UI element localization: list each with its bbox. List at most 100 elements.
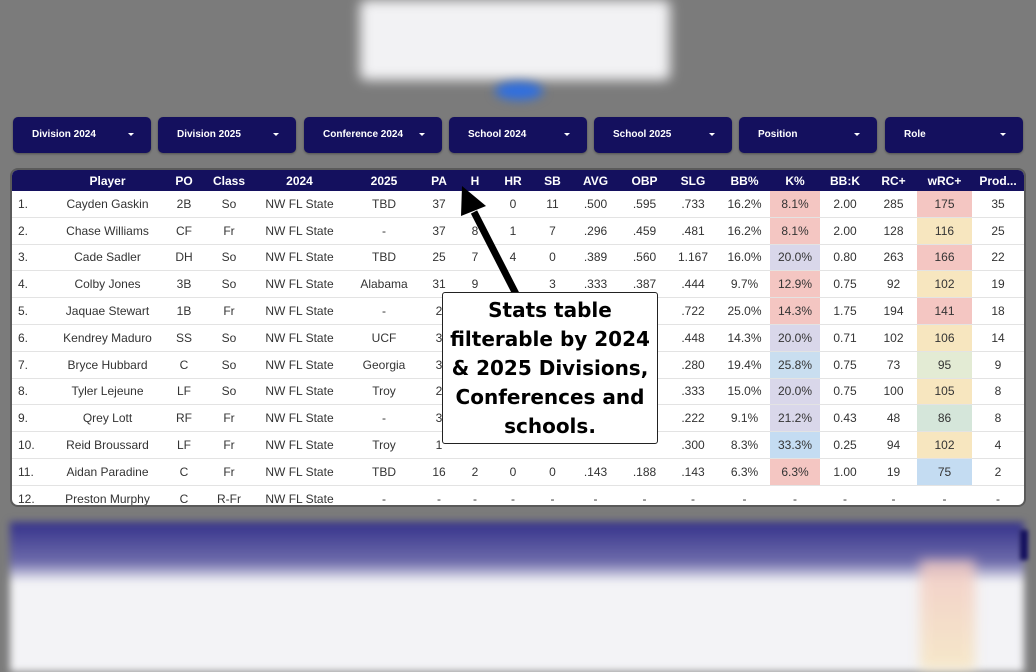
- column-header[interactable]: H: [460, 170, 490, 191]
- filter-position[interactable]: Position: [739, 117, 877, 153]
- table-cell: 102: [917, 431, 972, 459]
- column-header[interactable]: Class: [209, 170, 249, 191]
- table-cell: Cayden Gaskin: [56, 191, 159, 218]
- table-row[interactable]: 3. Cade Sadler DH So NW FL State TBD 25 7 4 0.389…: [12, 244, 1024, 272]
- table-cell: 14.3%: [719, 324, 770, 352]
- table-cell: 3B: [159, 270, 209, 299]
- table-cell: 4: [490, 244, 536, 272]
- table-cell: .296: [569, 217, 622, 245]
- column-header[interactable]: 2025: [350, 170, 418, 191]
- table-cell: 73: [870, 351, 917, 379]
- filter-division-2024[interactable]: Division 2024: [13, 117, 151, 153]
- callout-line: Conferences and: [455, 385, 645, 409]
- table-cell: NW FL State: [249, 378, 350, 406]
- column-header[interactable]: SB: [536, 170, 569, 191]
- table-cell: 6.: [12, 324, 56, 352]
- column-header[interactable]: SLG: [667, 170, 719, 191]
- column-header[interactable]: [12, 170, 56, 191]
- filter-label: Conference 2024: [323, 129, 404, 140]
- filter-conference-2024[interactable]: Conference 2024: [304, 117, 442, 153]
- blurred-header-area: [360, 0, 670, 80]
- table-cell: 2B: [159, 191, 209, 218]
- table-cell: Colby Jones: [56, 270, 159, 299]
- table-cell: CF: [159, 217, 209, 245]
- callout-line: & 2025 Divisions,: [451, 356, 649, 380]
- column-header[interactable]: OBP: [622, 170, 667, 191]
- table-row[interactable]: 9. Qrey Lott RF Fr NW FL State -3.222 9.1% 21.2…: [12, 404, 1024, 433]
- filter-school-2024[interactable]: School 2024: [449, 117, 587, 153]
- table-cell: C: [159, 485, 209, 505]
- table-cell: NW FL State: [249, 191, 350, 218]
- table-cell: 0.71: [820, 324, 870, 352]
- table-cell: Troy: [350, 378, 418, 406]
- table-cell: 16.2%: [719, 217, 770, 245]
- table-cell: 11.: [12, 458, 56, 486]
- table-cell: -: [460, 485, 490, 505]
- filter-label: School 2025: [613, 129, 672, 140]
- table-cell: So: [209, 351, 249, 379]
- table-cell: Qrey Lott: [56, 404, 159, 433]
- table-row[interactable]: 11. Aidan Paradine C Fr NW FL State TBD 16 2 0 0.…: [12, 458, 1024, 486]
- filter-division-2025[interactable]: Division 2025: [158, 117, 296, 153]
- column-header[interactable]: wRC+: [917, 170, 972, 191]
- filter-bar: Division 2024 Division 2025 Conference 2…: [13, 117, 1024, 153]
- table-row[interactable]: 2. Chase Williams CF Fr NW FL State -37 8 1 7.29…: [12, 217, 1024, 245]
- table-cell: 4: [972, 431, 1024, 459]
- table-cell: NW FL State: [249, 351, 350, 379]
- column-header[interactable]: PA: [418, 170, 460, 191]
- table-cell: 2: [460, 458, 490, 486]
- filter-school-2025[interactable]: School 2025: [594, 117, 732, 153]
- column-header[interactable]: RC+: [870, 170, 917, 191]
- table-cell: 102: [917, 270, 972, 299]
- table-cell: Reid Broussard: [56, 431, 159, 459]
- table-cell: 0: [536, 244, 569, 272]
- table-cell: 25.8%: [770, 351, 820, 379]
- column-header[interactable]: BB:K: [820, 170, 870, 191]
- table-cell: 16.0%: [719, 244, 770, 272]
- column-header[interactable]: Prod...: [972, 170, 1024, 191]
- table-cell: Troy: [350, 431, 418, 459]
- column-header[interactable]: AVG: [569, 170, 622, 191]
- table-cell: 19.4%: [719, 351, 770, 379]
- table-cell: -: [536, 485, 569, 505]
- table-cell: 2.00: [820, 217, 870, 245]
- table-cell: -: [820, 485, 870, 505]
- table-cell: SS: [159, 324, 209, 352]
- table-cell: .389: [569, 244, 622, 272]
- table-cell: 1: [490, 217, 536, 245]
- table-cell: UCF: [350, 324, 418, 352]
- table-cell: .448: [667, 324, 719, 352]
- table-cell: 94: [870, 431, 917, 459]
- filter-role[interactable]: Role: [885, 117, 1023, 153]
- blurred-second-table: [10, 522, 1024, 672]
- table-cell: -: [569, 485, 622, 505]
- table-cell: 0: [536, 458, 569, 486]
- column-header[interactable]: 2024: [249, 170, 350, 191]
- column-header[interactable]: K%: [770, 170, 820, 191]
- table-row[interactable]: 1. Cayden Gaskin 2B So NW FL State TBD 37 0 11.5…: [12, 191, 1024, 218]
- table-row[interactable]: 12. Preston Murphy C R-Fr NW FL State - - - - - - -…: [12, 485, 1024, 505]
- table-cell: .333: [667, 378, 719, 406]
- table-cell: 9: [972, 351, 1024, 379]
- table-cell: RF: [159, 404, 209, 433]
- dropdown-caret-icon: [564, 133, 570, 136]
- table-cell: 19: [870, 458, 917, 486]
- table-cell: Fr: [209, 297, 249, 325]
- table-cell: 35: [972, 191, 1024, 218]
- column-header[interactable]: PO: [159, 170, 209, 191]
- table-cell: .143: [667, 458, 719, 486]
- table-cell: .444: [667, 270, 719, 299]
- blurred-logo: [495, 82, 543, 100]
- table-cell: 9.7%: [719, 270, 770, 299]
- dropdown-caret-icon: [709, 133, 715, 136]
- column-header[interactable]: BB%: [719, 170, 770, 191]
- table-cell: Cade Sadler: [56, 244, 159, 272]
- table-cell: LF: [159, 378, 209, 406]
- table-cell: Fr: [209, 217, 249, 245]
- filter-label: Role: [904, 129, 926, 140]
- table-cell: NW FL State: [249, 270, 350, 299]
- table-cell: .459: [622, 217, 667, 245]
- column-header[interactable]: HR: [490, 170, 536, 191]
- dropdown-caret-icon: [419, 133, 425, 136]
- column-header[interactable]: Player: [56, 170, 159, 191]
